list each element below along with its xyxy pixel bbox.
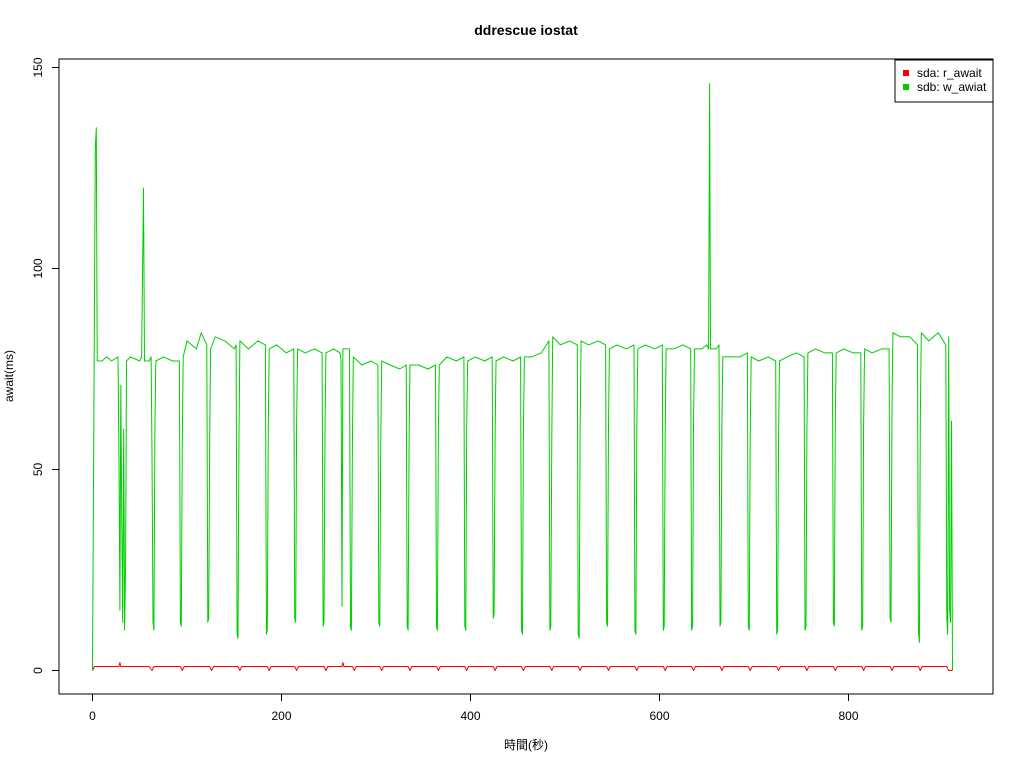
- y-axis-label: await(ms): [2, 350, 16, 402]
- x-tick-label: 600: [649, 709, 669, 723]
- x-tick-label: 0: [89, 709, 96, 723]
- chart-title: ddrescue iostat: [474, 22, 578, 38]
- series-line-2: [92, 83, 953, 671]
- x-axis: 0 200 400 600 800: [89, 693, 859, 723]
- legend-label: sdb: w_awiat: [917, 80, 987, 94]
- x-tick-label: 400: [460, 709, 480, 723]
- y-tick-label: 0: [31, 667, 45, 674]
- x-tick-label: 200: [271, 709, 291, 723]
- legend-label: sda: r_await: [917, 66, 982, 80]
- legend-swatch: [903, 70, 909, 76]
- series-line-1: [92, 662, 953, 671]
- legend-swatch: [903, 84, 909, 90]
- y-tick-label: 100: [31, 258, 45, 278]
- y-tick-label: 50: [31, 463, 45, 477]
- x-tick-label: 800: [838, 709, 858, 723]
- series-layer: [92, 83, 953, 671]
- y-tick-label: 150: [31, 57, 45, 77]
- legend-box: [894, 59, 994, 103]
- x-axis-label: 時間(秒): [504, 738, 548, 752]
- y-axis: 0 50 100 150: [31, 57, 60, 674]
- plot-frame: [58, 58, 994, 695]
